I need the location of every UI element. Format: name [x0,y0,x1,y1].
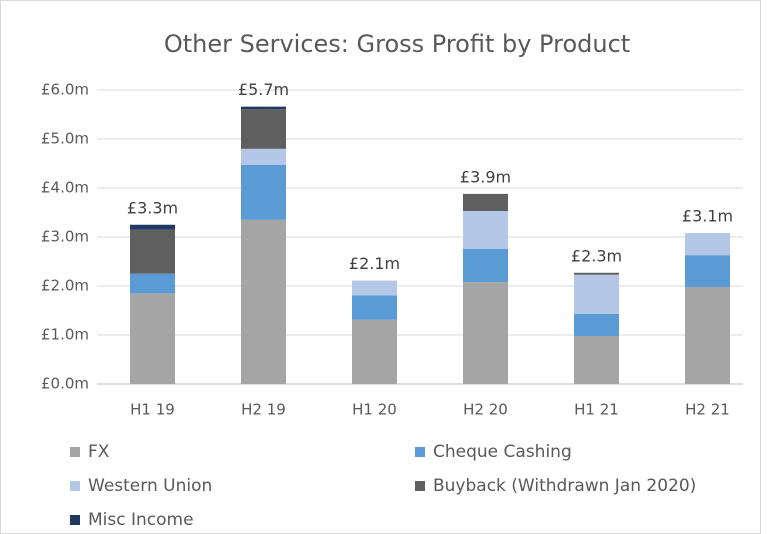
total-label: £2.3m [571,246,622,265]
bar-segment [574,274,619,314]
y-tick-label: £0.0m [41,375,89,393]
total-label: £3.1m [682,207,733,226]
y-tick-label: £5.0m [41,130,89,148]
legend-label: Cheque Cashing [433,442,572,462]
bar-segment [574,272,619,275]
total-label: £3.9m [460,167,511,186]
bar-segment [241,164,286,220]
total-label: £5.7m [238,80,289,99]
x-tick-label: H2 20 [463,401,508,419]
legend-swatch [415,447,425,457]
y-tick-label: £2.0m [41,277,89,295]
bar-segment [241,106,286,110]
bar-segment [352,280,397,296]
bar-segment [685,255,730,287]
total-label: £2.1m [349,254,400,273]
legend-swatch [70,481,80,491]
bar-segment [130,293,175,384]
chart-title: Other Services: Gross Profit by Product [164,30,630,58]
legend-label: Buyback (Withdrawn Jan 2020) [433,476,696,496]
bar-segment [130,273,175,294]
bar-segment [241,219,286,384]
bar-segment [685,233,730,256]
x-tick-label: H2 21 [685,401,730,419]
x-tick-label: H2 19 [241,401,286,419]
legend-label: Misc Income [88,510,194,530]
legend-swatch [70,515,80,525]
bar-segment [352,319,397,384]
bar-segment [463,282,508,384]
x-tick-label: H1 20 [352,401,397,419]
legend-swatch [70,447,80,457]
legend-label: Western Union [88,476,212,496]
legend-label: FX [88,442,110,462]
bar-segment [130,229,175,274]
total-label: £3.3m [127,198,178,217]
chart-frame [0,0,761,534]
bar-segment [463,248,508,283]
bar-segment [241,148,286,165]
y-tick-label: £4.0m [41,179,89,197]
bar-segment [463,193,508,212]
bar-segment [352,295,397,320]
y-tick-label: £1.0m [41,326,89,344]
bar-segment [685,286,730,384]
y-tick-label: £3.0m [41,228,89,246]
legend-swatch [415,481,425,491]
x-tick-label: H1 19 [130,401,175,419]
y-tick-label: £6.0m [41,81,89,99]
bar-segment [463,211,508,249]
bar-segment [574,335,619,384]
x-tick-label: H1 21 [574,401,619,419]
bar-segment [241,109,286,149]
bar-segment [574,313,619,336]
bar-segment [130,224,175,230]
